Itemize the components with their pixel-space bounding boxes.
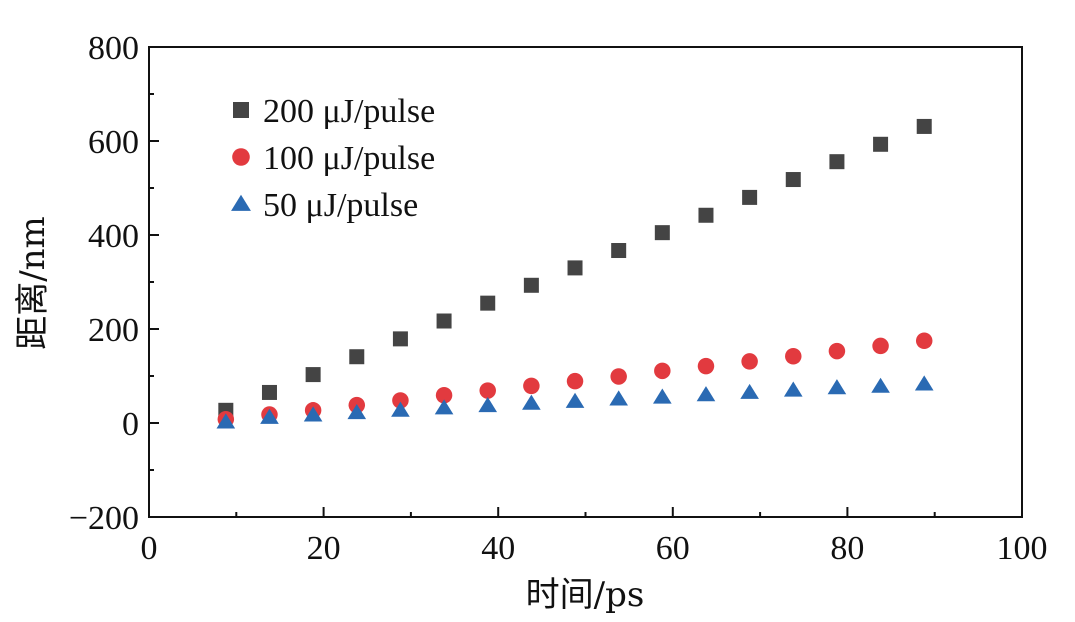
- series-circle-point: [872, 337, 889, 355]
- x-tick-labels: 0 20 40 60 80 100: [141, 530, 1048, 567]
- series-square-point: [698, 207, 714, 223]
- series-circle-point: [915, 332, 933, 349]
- series-triangle-point: [740, 383, 759, 399]
- series-triangle-point: [696, 386, 716, 402]
- series-circle-point: [654, 362, 671, 380]
- series-square-point: [567, 260, 583, 276]
- legend: 200 μJ/pulse 100 μJ/pulse 50 μJ/pulse: [231, 93, 435, 224]
- series-triangle-point: [303, 406, 323, 422]
- series-square-point: [523, 277, 539, 293]
- y-tick-label: 600: [88, 124, 139, 161]
- series-circle-point: [392, 392, 409, 409]
- series-circle-point: [741, 353, 758, 370]
- series-circle-point: [697, 357, 715, 375]
- series-triangle-point: [565, 392, 585, 408]
- y-tick-label: 800: [88, 30, 139, 67]
- series-circle-point: [610, 368, 627, 385]
- series-triangle-point: [871, 377, 890, 393]
- series-square-point: [261, 384, 277, 400]
- legend-label: 200 μJ/pulse: [263, 93, 435, 130]
- y-tick-label: −200: [69, 500, 139, 537]
- series-circle-point: [566, 372, 584, 390]
- series-square-point: [436, 313, 452, 329]
- x-axis-title: 时间/ps: [526, 575, 645, 615]
- series-triangle-point: [260, 408, 279, 424]
- series-circle-point: [828, 342, 846, 360]
- series-circle-point: [523, 377, 540, 395]
- x-tick-label: 80: [830, 530, 864, 567]
- y-tick-label: 400: [88, 218, 139, 255]
- series-square-point: [392, 331, 408, 347]
- series-triangle-point: [478, 396, 498, 413]
- series-triangle-point: [391, 401, 410, 417]
- series-triangle-point: [522, 394, 541, 410]
- y-tick-label: 0: [122, 406, 139, 443]
- series-triangle-point: [609, 390, 628, 406]
- series-triangle-point: [653, 388, 672, 404]
- y-tick-label: 200: [88, 312, 139, 349]
- series-square-point: [611, 243, 627, 259]
- series-square-point: [480, 295, 496, 311]
- legend-triangle-marker: [231, 194, 251, 211]
- x-tick-label: 20: [307, 530, 341, 567]
- axis-ticks: [148, 46, 1023, 518]
- y-tick-labels: −200 0 200 400 600 800: [69, 30, 139, 537]
- series-square-point: [829, 154, 845, 170]
- series-triangle-point: [914, 375, 934, 391]
- series-square-point: [916, 118, 932, 134]
- series-circle-point: [785, 348, 802, 365]
- series-circle-point: [435, 387, 453, 404]
- x-tick-label: 0: [141, 530, 158, 567]
- series-square-point: [873, 136, 889, 152]
- y-axis-title: 距离/nm: [13, 216, 53, 350]
- x-tick-label: 40: [481, 530, 515, 567]
- legend-label: 100 μJ/pulse: [263, 140, 435, 177]
- legend-circle-marker: [232, 148, 250, 166]
- series-triangle-point: [783, 381, 803, 397]
- legend-square-marker: [233, 102, 249, 118]
- series-triangle-point: [827, 379, 847, 395]
- series-square-point: [785, 172, 801, 188]
- series-triangle-point: [434, 399, 454, 415]
- series-square-point: [742, 189, 758, 205]
- series-square-point: [305, 367, 321, 383]
- series-circle-point: [479, 382, 496, 399]
- x-tick-label: 100: [997, 530, 1048, 567]
- series-square-point: [349, 349, 365, 365]
- series-square-point: [654, 225, 670, 241]
- series-triangle-point: [347, 404, 367, 420]
- x-tick-label: 60: [656, 530, 690, 567]
- legend-label: 50 μJ/pulse: [263, 187, 418, 224]
- series-triangle-point: [216, 413, 236, 429]
- data-points: [216, 118, 934, 429]
